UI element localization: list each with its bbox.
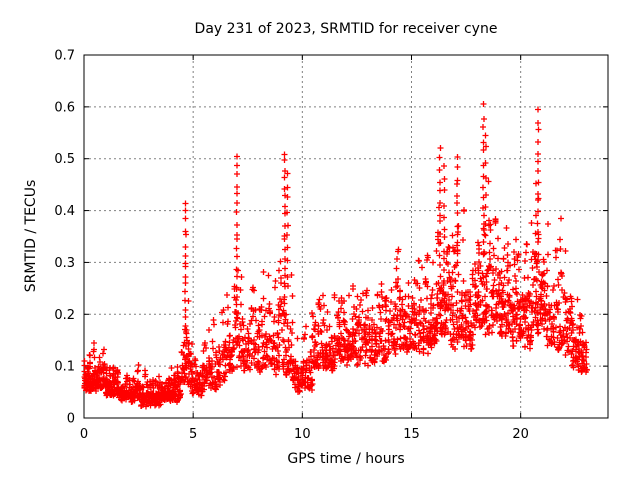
x-tick-label: 10 <box>294 427 311 442</box>
y-tick-label: 0.3 <box>54 256 75 271</box>
x-tick-label: 5 <box>189 427 197 442</box>
tick-labels: 0 5 10 15 20 0 0.1 0.2 0.3 0.4 0.5 0.6 0.7 <box>54 49 529 443</box>
y-tick-label: 0.6 <box>54 100 75 115</box>
y-tick-label: 0.4 <box>54 204 75 219</box>
y-tick-label: 0.1 <box>54 360 75 375</box>
y-tick-label: 0.5 <box>54 152 75 167</box>
axis-ticks <box>83 54 608 419</box>
grid-lines <box>83 54 608 419</box>
x-tick-label: 0 <box>80 427 88 442</box>
chart-title: Day 231 of 2023, SRMTID for receiver cyn… <box>194 21 498 37</box>
y-tick-label: 0 <box>67 412 75 427</box>
y-tick-label: 0.2 <box>54 308 75 323</box>
plot-border <box>83 54 609 419</box>
x-tick-label: 15 <box>403 427 420 442</box>
scatter-points <box>81 101 590 410</box>
x-tick-label: 20 <box>512 427 529 442</box>
y-tick-label: 0.7 <box>54 49 75 64</box>
x-axis-title: GPS time / hours <box>287 451 405 467</box>
